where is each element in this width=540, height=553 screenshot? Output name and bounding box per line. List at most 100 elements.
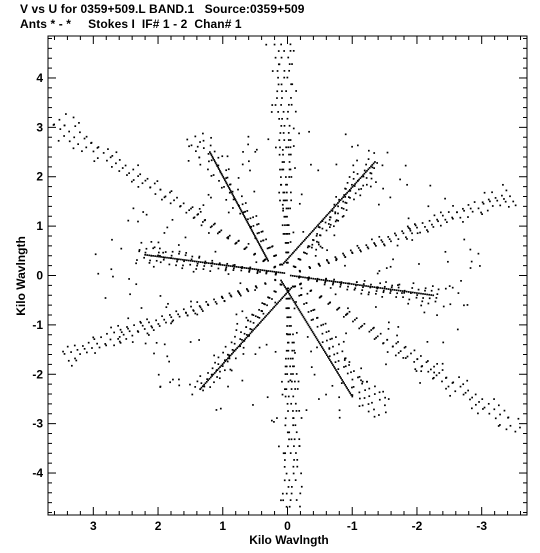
uv-point bbox=[241, 163, 244, 166]
uv-point bbox=[342, 200, 345, 203]
uv-point bbox=[345, 209, 348, 211]
uv-point bbox=[212, 157, 215, 160]
uv-point bbox=[178, 315, 181, 318]
uv-point bbox=[499, 424, 501, 426]
uv-point bbox=[264, 255, 267, 257]
uv-point bbox=[344, 196, 347, 198]
x-tick-label: -3 bbox=[476, 519, 487, 533]
uv-point bbox=[373, 326, 375, 329]
uv-point bbox=[190, 258, 193, 261]
uv-point bbox=[191, 393, 194, 396]
uv-point bbox=[247, 319, 249, 322]
uv-point bbox=[316, 280, 318, 283]
uv-point bbox=[499, 204, 502, 207]
uv-point bbox=[318, 296, 321, 299]
uv-point bbox=[113, 331, 116, 334]
uv-point bbox=[298, 275, 300, 278]
uv-point bbox=[420, 370, 423, 373]
uv-point bbox=[316, 339, 319, 342]
uv-point bbox=[381, 296, 384, 298]
uv-point bbox=[193, 216, 196, 219]
uv-point bbox=[292, 410, 294, 412]
uv-point bbox=[281, 271, 284, 274]
uv-point bbox=[237, 188, 239, 191]
uv-point bbox=[483, 191, 486, 194]
uv-point bbox=[354, 318, 356, 321]
uv-point bbox=[283, 479, 286, 482]
uv-point bbox=[146, 254, 148, 256]
uv-point bbox=[282, 199, 285, 202]
uv-point bbox=[111, 154, 114, 157]
uv-point bbox=[327, 223, 330, 225]
uv-point bbox=[97, 272, 100, 275]
uv-point bbox=[358, 375, 361, 378]
uv-point bbox=[287, 224, 289, 226]
uv-point bbox=[316, 325, 319, 328]
uv-point bbox=[118, 340, 121, 343]
uv-point bbox=[192, 217, 195, 219]
uv-point bbox=[307, 278, 310, 281]
uv-point bbox=[189, 263, 192, 266]
uv-point bbox=[207, 168, 209, 171]
uv-point bbox=[275, 272, 277, 274]
uv-point bbox=[282, 233, 285, 235]
uv-point bbox=[126, 326, 128, 328]
uv-point bbox=[445, 387, 447, 390]
uv-point bbox=[286, 402, 289, 405]
uv-point bbox=[282, 191, 285, 194]
uv-point bbox=[408, 298, 411, 301]
uv-point bbox=[215, 409, 218, 411]
uv-point bbox=[464, 391, 467, 394]
uv-point bbox=[239, 208, 242, 211]
uv-point bbox=[345, 385, 348, 388]
uv-point bbox=[121, 167, 124, 169]
uv-point bbox=[110, 326, 112, 329]
uv-point bbox=[189, 341, 192, 343]
uv-point bbox=[360, 379, 362, 382]
uv-point bbox=[157, 251, 160, 254]
uv-point bbox=[359, 284, 361, 286]
uv-point bbox=[275, 254, 277, 257]
uv-point bbox=[411, 287, 414, 289]
uv-point bbox=[385, 363, 387, 366]
uv-point bbox=[199, 261, 202, 263]
uv-point bbox=[325, 215, 327, 218]
uv-point bbox=[287, 357, 290, 360]
uv-point bbox=[211, 259, 214, 262]
uv-point bbox=[462, 383, 465, 386]
uv-point bbox=[296, 388, 299, 390]
uv-point bbox=[316, 240, 318, 243]
uv-point bbox=[248, 160, 250, 163]
uv-point bbox=[242, 339, 245, 342]
uv-point bbox=[145, 247, 148, 250]
uv-point bbox=[148, 334, 150, 336]
uv-point bbox=[283, 272, 286, 274]
uv-point bbox=[308, 266, 311, 268]
uv-point bbox=[389, 196, 392, 199]
uv-point bbox=[209, 151, 211, 153]
uv-point bbox=[360, 326, 362, 328]
uv-point bbox=[117, 338, 119, 340]
uv-point bbox=[346, 282, 349, 285]
uv-point bbox=[411, 232, 413, 235]
uv-point bbox=[375, 286, 378, 289]
uv-point bbox=[163, 196, 166, 199]
uv-point bbox=[285, 90, 287, 92]
uv-point bbox=[185, 312, 187, 314]
uv-point bbox=[395, 289, 398, 292]
uv-point bbox=[176, 196, 178, 199]
uv-point bbox=[351, 394, 354, 396]
uv-point bbox=[367, 158, 370, 160]
uv-point bbox=[368, 330, 371, 333]
uv-point bbox=[194, 135, 197, 138]
uv-point bbox=[351, 252, 354, 254]
uv-point bbox=[471, 396, 473, 399]
uv-point bbox=[208, 378, 211, 380]
uv-point bbox=[72, 116, 75, 119]
uv-point bbox=[172, 257, 174, 260]
uv-point bbox=[249, 332, 252, 335]
uv-point bbox=[127, 327, 129, 330]
uv-point bbox=[430, 368, 432, 371]
uv-point bbox=[420, 355, 422, 357]
